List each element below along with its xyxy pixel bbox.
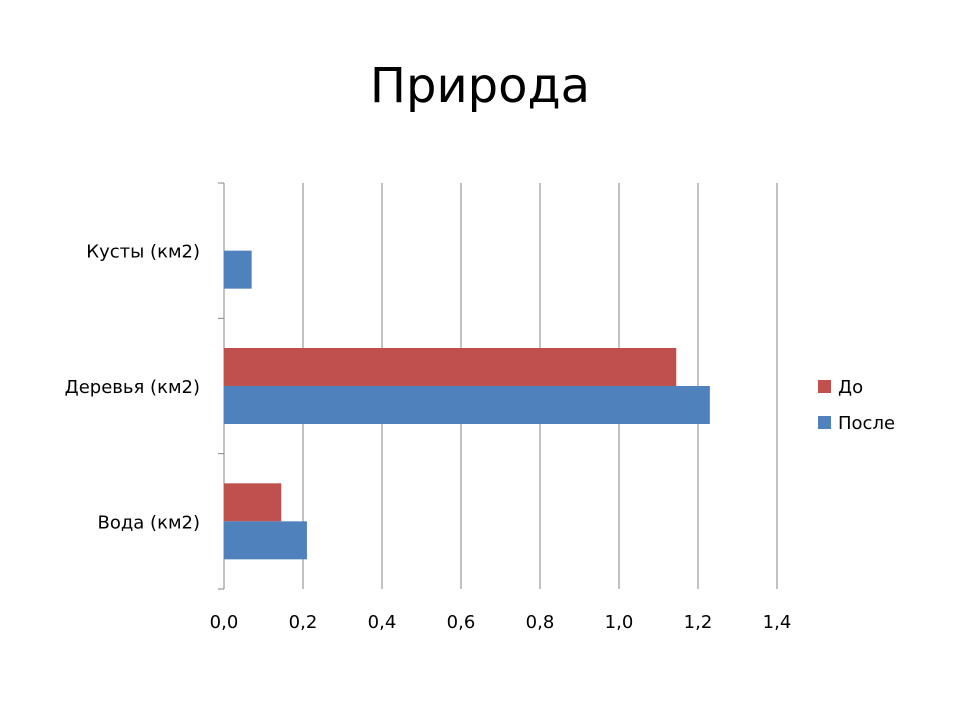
x-tick-label: 0,0 (210, 612, 239, 633)
category-label: Вода (км2) (97, 512, 200, 533)
x-tick-label: 1,0 (605, 612, 634, 633)
x-tick-label: 0,4 (368, 612, 397, 633)
category-label: Кусты (км2) (86, 242, 200, 263)
bar-posle (224, 250, 252, 289)
x-tick-label: 0,2 (289, 612, 318, 633)
legend-swatch (818, 416, 831, 429)
x-tick-label: 1,4 (763, 612, 792, 633)
legend-swatch (818, 380, 831, 393)
x-tick-label: 0,6 (447, 612, 476, 633)
chart-title: Природа (369, 58, 591, 114)
x-tick-label: 0,8 (526, 612, 555, 633)
bar-posle (224, 521, 307, 560)
legend-label: После (838, 413, 895, 434)
x-tick-label: 1,2 (684, 612, 713, 633)
category-label: Деревья (км2) (65, 377, 200, 398)
bar-posle (224, 386, 710, 424)
bar-do (224, 483, 282, 522)
bar-do (224, 348, 677, 386)
legend-label: До (838, 377, 863, 398)
